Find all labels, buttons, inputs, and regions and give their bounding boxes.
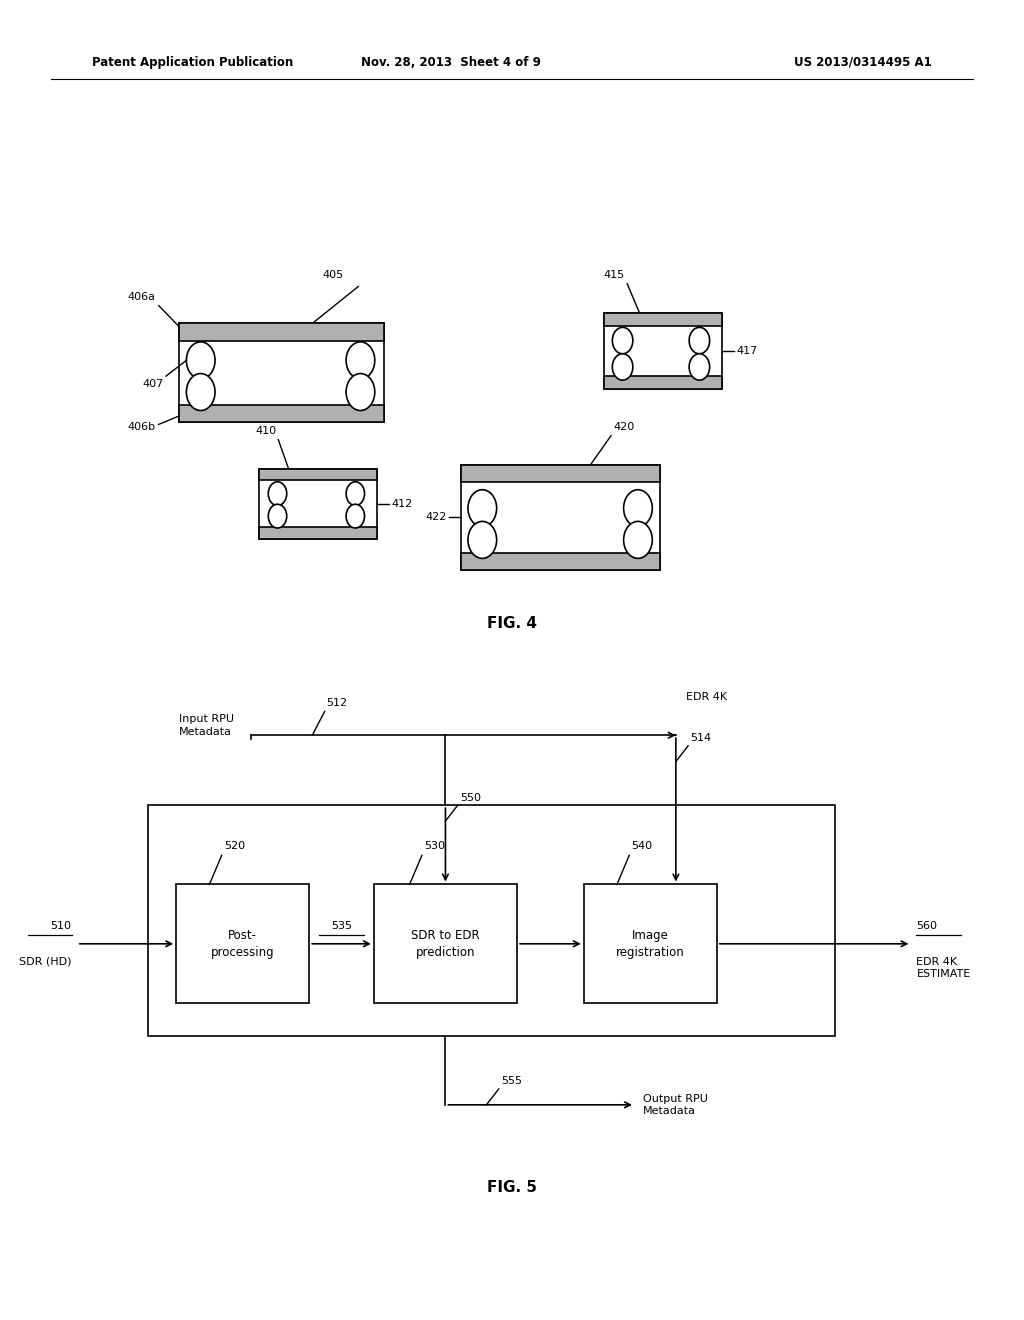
Text: 406a: 406a — [128, 292, 156, 301]
Text: FIG. 4: FIG. 4 — [487, 615, 537, 631]
Text: 412: 412 — [391, 499, 413, 508]
Text: FIG. 5: FIG. 5 — [487, 1180, 537, 1196]
Circle shape — [612, 354, 633, 380]
Bar — [148, 805, 835, 1036]
Bar — [604, 376, 722, 389]
Text: 407: 407 — [142, 379, 164, 389]
Text: 420: 420 — [613, 421, 635, 432]
Text: 410: 410 — [255, 425, 276, 436]
Text: 422: 422 — [425, 512, 446, 523]
Text: Input RPU
Metadata: Input RPU Metadata — [179, 714, 234, 737]
Bar — [179, 323, 384, 341]
Text: Image
registration: Image registration — [615, 929, 685, 958]
Text: Output RPU
Metadata: Output RPU Metadata — [643, 1094, 708, 1115]
Bar — [176, 884, 309, 1003]
Text: 510: 510 — [50, 920, 72, 931]
Circle shape — [689, 354, 710, 380]
Bar — [179, 405, 384, 422]
Circle shape — [468, 490, 497, 527]
Text: 415: 415 — [603, 269, 624, 280]
Text: 530: 530 — [424, 841, 445, 851]
Circle shape — [346, 482, 365, 506]
Circle shape — [346, 342, 375, 379]
Text: 540: 540 — [631, 841, 652, 851]
Text: 417: 417 — [736, 346, 758, 356]
Text: Patent Application Publication: Patent Application Publication — [92, 55, 294, 69]
Circle shape — [612, 327, 633, 354]
Circle shape — [268, 504, 287, 528]
Bar — [259, 469, 377, 539]
Text: Post-
processing: Post- processing — [211, 929, 274, 958]
Bar — [461, 465, 660, 482]
Circle shape — [689, 327, 710, 354]
Bar — [584, 884, 717, 1003]
Circle shape — [186, 342, 215, 379]
Text: EDR 4K
ESTIMATE: EDR 4K ESTIMATE — [916, 957, 971, 979]
Text: 514: 514 — [690, 733, 712, 743]
Bar — [259, 469, 377, 480]
Text: EDR 4K: EDR 4K — [686, 692, 727, 702]
Text: 405: 405 — [323, 269, 344, 280]
Bar — [461, 553, 660, 570]
Text: SDR to EDR
prediction: SDR to EDR prediction — [411, 929, 480, 958]
Circle shape — [268, 482, 287, 506]
Text: SDR (HD): SDR (HD) — [19, 957, 72, 968]
Bar — [179, 323, 384, 341]
Bar — [374, 884, 517, 1003]
Text: Nov. 28, 2013  Sheet 4 of 9: Nov. 28, 2013 Sheet 4 of 9 — [360, 55, 541, 69]
Bar — [604, 376, 722, 389]
Bar — [179, 323, 384, 422]
Bar — [259, 527, 377, 539]
Text: 535: 535 — [331, 920, 352, 931]
Bar — [259, 469, 377, 480]
Bar — [179, 405, 384, 422]
Bar — [259, 527, 377, 539]
Circle shape — [346, 374, 375, 411]
Text: 406b: 406b — [128, 422, 156, 432]
Circle shape — [186, 374, 215, 411]
Circle shape — [624, 521, 652, 558]
Circle shape — [624, 490, 652, 527]
Bar — [604, 313, 722, 326]
Bar — [604, 313, 722, 389]
Text: 512: 512 — [327, 697, 348, 708]
Text: 560: 560 — [916, 920, 938, 931]
Bar — [461, 465, 660, 482]
Circle shape — [346, 504, 365, 528]
Bar — [461, 465, 660, 570]
Bar — [461, 553, 660, 570]
Bar — [604, 313, 722, 326]
Text: US 2013/0314495 A1: US 2013/0314495 A1 — [794, 55, 932, 69]
Text: 550: 550 — [460, 792, 481, 803]
Text: 520: 520 — [223, 841, 245, 851]
Circle shape — [468, 521, 497, 558]
Text: 555: 555 — [501, 1076, 522, 1086]
